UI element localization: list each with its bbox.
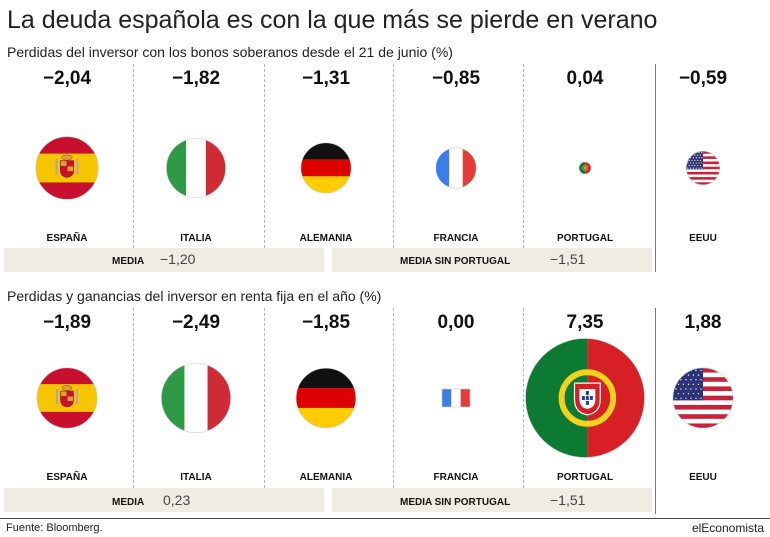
value-label-italia: −2,49 [171,312,221,333]
value-label-portugal: 0,04 [566,68,604,89]
column-divider [264,308,265,488]
column-divider [523,308,524,488]
country-label-eeuu: EEUU [689,472,717,483]
spain-flag-icon-outline [35,136,99,200]
germany-flag-icon-outline [295,367,357,429]
footer-divider [0,518,770,519]
column-divider-eeuu [655,64,656,272]
media-label: MEDIA [112,497,145,508]
country-label-espana: ESPAÑA [46,233,88,244]
usa-flag-icon-outline [685,150,721,186]
country-label-italia: ITALIA [180,472,212,483]
country-label-espana: ESPAÑA [46,472,88,483]
media-sin-portugal-value: −1,51 [550,492,586,508]
spain-flag-icon [35,136,99,200]
media-sin-portugal-band [332,248,652,272]
value-label-alemania: −1,31 [301,68,351,89]
brand-logo: elEconomista [691,521,764,535]
italy-flag-icon-outline [161,363,231,433]
column-divider [133,308,134,488]
value-label-espana: −1,89 [42,312,92,333]
value-label-espana: −2,04 [42,68,92,89]
chart-title: La deuda española es con la que más se p… [7,6,658,34]
country-label-italia: ITALIA [180,233,212,244]
portugal-flag-icon [579,162,591,174]
italy-flag-icon [161,363,231,433]
germany-flag-icon [300,142,352,194]
france-flag-icon-outline [435,147,477,189]
media-band [4,488,324,512]
column-divider [393,64,394,248]
media-label: MEDIA [112,256,145,267]
media-sin-portugal-value: −1,51 [550,251,586,267]
usa-flag-icon [672,367,734,429]
value-label-italia: −1,82 [171,68,221,89]
value-label-francia: 0,00 [437,312,475,333]
spain-flag-icon [36,367,98,429]
media-sin-portugal-band [332,488,652,512]
country-label-alemania: ALEMANIA [299,233,353,244]
italy-flag-icon-outline [166,138,226,198]
portugal-flag-icon-outline [525,338,645,458]
country-label-francia: FRANCIA [433,472,479,483]
value-label-francia: −0,85 [431,68,481,89]
country-label-francia: FRANCIA [433,233,479,244]
media-sin-portugal-label: MEDIA SIN PORTUGAL [400,497,511,508]
media-value: 0,23 [163,492,191,508]
media-value: −1,20 [160,251,196,267]
usa-flag-icon-outline [672,367,734,429]
portugal-flag-icon [525,338,645,458]
column-divider [264,64,265,248]
country-label-eeuu: EEUU [689,233,717,244]
germany-flag-icon [296,368,356,428]
portugal-flag-icon-outline [578,161,592,175]
source-note: Fuente: Bloomberg. [6,522,103,534]
column-divider [523,64,524,248]
country-label-alemania: ALEMANIA [299,472,353,483]
section-2-subtitle: Perdidas y ganancias del inversor en ren… [7,288,382,304]
country-label-portugal: PORTUGAL [556,472,614,483]
country-label-portugal: PORTUGAL [556,233,614,244]
germany-flag-icon-outline [300,142,352,194]
value-label-eeuu: 1,88 [684,312,722,333]
usa-flag-icon [686,151,720,185]
section-1-subtitle: Perdidas del inversor con los bonos sobe… [7,44,453,60]
media-sin-portugal-label: MEDIA SIN PORTUGAL [400,256,511,267]
media-band [4,248,324,272]
france-flag-icon [435,147,477,189]
france-flag-icon [441,388,471,408]
value-label-alemania: −1,85 [301,312,351,333]
italy-flag-icon [166,138,226,198]
spain-flag-icon-outline [36,367,98,429]
value-label-eeuu: −0,59 [678,68,728,89]
column-divider [133,64,134,248]
column-divider-eeuu [655,308,656,514]
column-divider [393,308,394,488]
value-label-portugal: 7,35 [566,312,604,333]
